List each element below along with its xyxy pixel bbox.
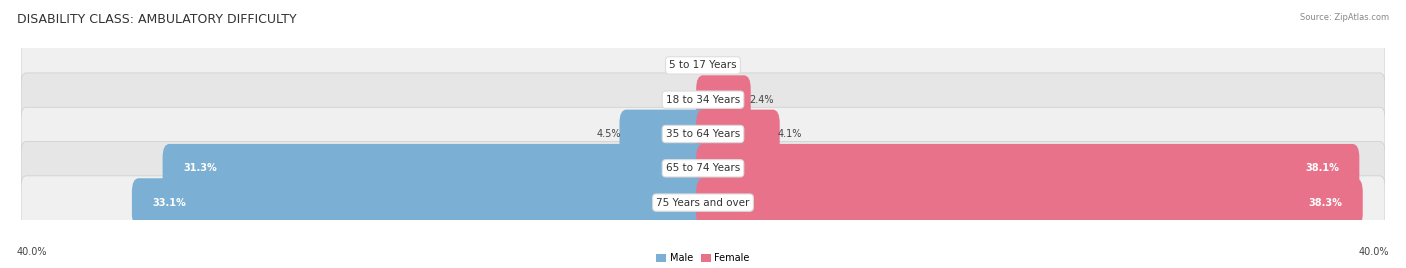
Text: 4.5%: 4.5% bbox=[596, 129, 621, 139]
Text: 38.3%: 38.3% bbox=[1309, 198, 1343, 208]
FancyBboxPatch shape bbox=[132, 178, 710, 227]
Text: 0.0%: 0.0% bbox=[671, 60, 695, 70]
FancyBboxPatch shape bbox=[620, 110, 710, 158]
Text: DISABILITY CLASS: AMBULATORY DIFFICULTY: DISABILITY CLASS: AMBULATORY DIFFICULTY bbox=[17, 13, 297, 27]
Text: Source: ZipAtlas.com: Source: ZipAtlas.com bbox=[1301, 13, 1389, 23]
Text: 4.1%: 4.1% bbox=[778, 129, 803, 139]
FancyBboxPatch shape bbox=[163, 144, 710, 193]
FancyBboxPatch shape bbox=[696, 144, 1360, 193]
FancyBboxPatch shape bbox=[696, 178, 1362, 227]
FancyBboxPatch shape bbox=[696, 110, 780, 158]
FancyBboxPatch shape bbox=[696, 75, 751, 124]
FancyBboxPatch shape bbox=[21, 176, 1385, 229]
FancyBboxPatch shape bbox=[21, 39, 1385, 92]
FancyBboxPatch shape bbox=[21, 73, 1385, 126]
FancyBboxPatch shape bbox=[21, 142, 1385, 195]
Text: 18 to 34 Years: 18 to 34 Years bbox=[666, 95, 740, 105]
Text: 38.1%: 38.1% bbox=[1305, 163, 1339, 173]
FancyBboxPatch shape bbox=[21, 107, 1385, 161]
Text: 2.4%: 2.4% bbox=[749, 95, 773, 105]
Text: 33.1%: 33.1% bbox=[152, 198, 186, 208]
Text: 5 to 17 Years: 5 to 17 Years bbox=[669, 60, 737, 70]
Text: 75 Years and over: 75 Years and over bbox=[657, 198, 749, 208]
Text: 40.0%: 40.0% bbox=[1358, 247, 1389, 257]
Text: 65 to 74 Years: 65 to 74 Years bbox=[666, 163, 740, 173]
Text: 31.3%: 31.3% bbox=[183, 163, 217, 173]
Text: 35 to 64 Years: 35 to 64 Years bbox=[666, 129, 740, 139]
Legend: Male, Female: Male, Female bbox=[657, 253, 749, 263]
Text: 0.0%: 0.0% bbox=[711, 60, 735, 70]
Text: 40.0%: 40.0% bbox=[17, 247, 48, 257]
Text: 0.0%: 0.0% bbox=[671, 95, 695, 105]
